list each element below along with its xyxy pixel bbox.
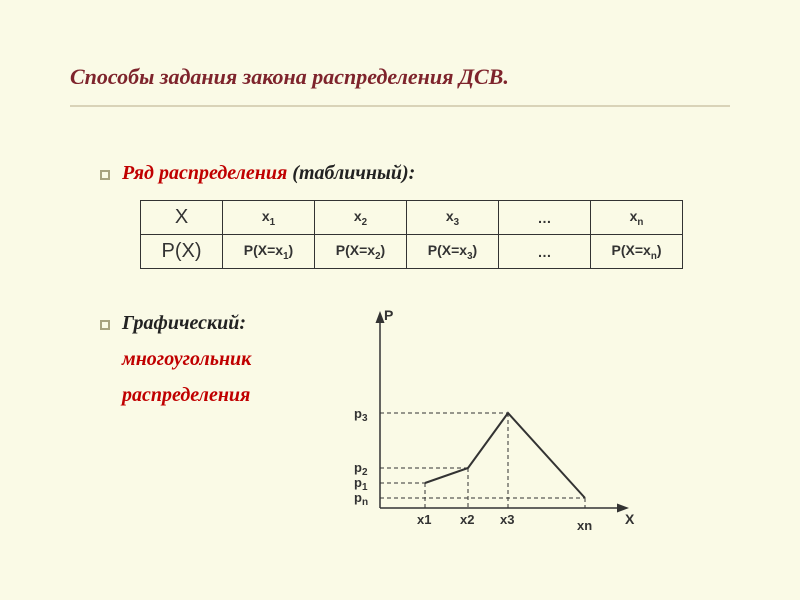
- series-title-black: (табличный):: [287, 162, 415, 184]
- item-series: Ряд распределения (табличный):: [122, 162, 415, 185]
- cell-x2: x2: [315, 201, 407, 235]
- distribution-polygon-chart: p3 p2 p1 pn x1 x2 x3 xn P X: [320, 308, 650, 568]
- ylabel-p3: p3: [354, 406, 368, 424]
- polygon-word-2: распределения: [122, 384, 250, 407]
- table-row: P(X) P(X=x1) P(X=x2) P(X=x3) … P(X=xn): [141, 235, 683, 269]
- slide-title: Способы задания закона распределения ДСВ…: [70, 64, 730, 90]
- cell-ellipsis: …: [499, 201, 591, 235]
- cell-p1: P(X=x1): [223, 235, 315, 269]
- series-title-red: Ряд распределения: [122, 162, 287, 184]
- distribution-table: X x1 x2 x3 … xn P(X) P(X=x1) P(X=x2) P(X…: [140, 200, 683, 269]
- cell-xn: xn: [591, 201, 683, 235]
- cell-x1: x1: [223, 201, 315, 235]
- xlabel-x3: x3: [500, 512, 514, 527]
- axis-label-P: P: [384, 308, 393, 323]
- cell-pn: P(X=xn): [591, 235, 683, 269]
- cell-ellipsis2: …: [499, 235, 591, 269]
- table-row: X x1 x2 x3 … xn: [141, 201, 683, 235]
- cell-p3: P(X=x3): [407, 235, 499, 269]
- bullet-icon: [100, 170, 110, 180]
- polygon-word-1: многоугольник: [122, 348, 251, 371]
- slide: Способы задания закона распределения ДСВ…: [0, 0, 800, 600]
- cell-p2: P(X=x2): [315, 235, 407, 269]
- xlabel-x1: x1: [417, 512, 431, 527]
- title-underline: [70, 105, 730, 107]
- row-head-PX: P(X): [141, 235, 223, 269]
- item-graphical: Графический:: [122, 312, 246, 335]
- cell-x3: x3: [407, 201, 499, 235]
- xlabel-x2: x2: [460, 512, 474, 527]
- row-head-X: X: [141, 201, 223, 235]
- bullet-icon: [100, 320, 110, 330]
- polygon-line: [425, 413, 585, 498]
- guide-lines: [380, 413, 585, 508]
- axis-label-X: X: [625, 511, 635, 527]
- xlabel-xn: xn: [577, 518, 592, 533]
